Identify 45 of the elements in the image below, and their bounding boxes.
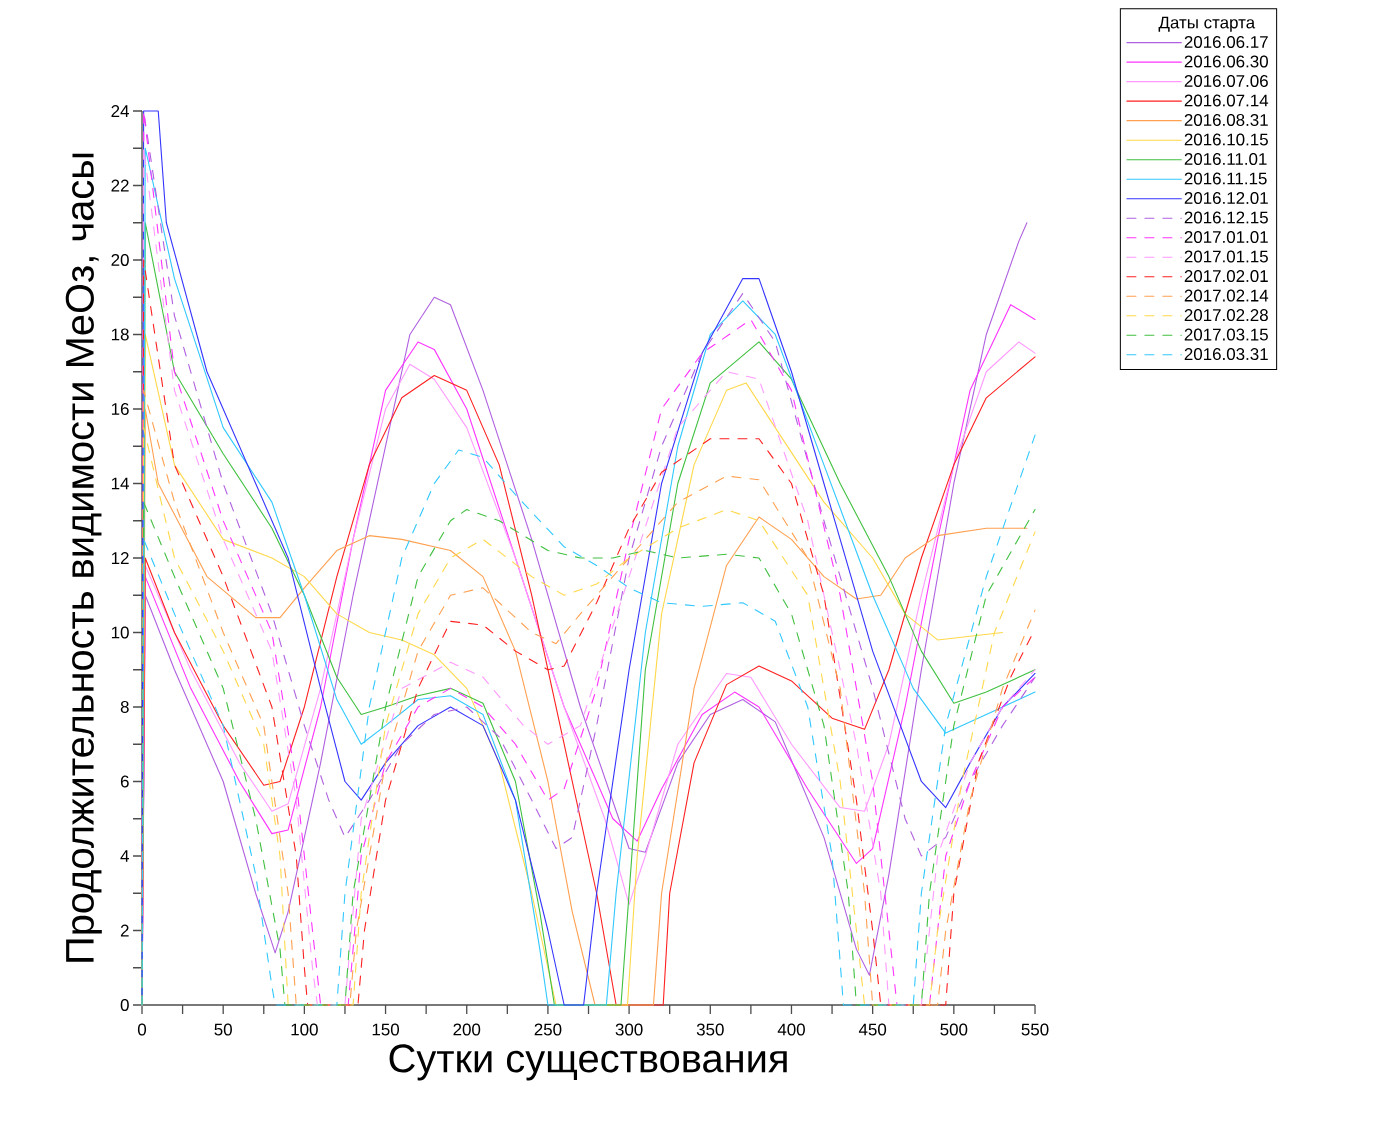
y-tick-label: 20 [111, 253, 129, 266]
y-tick-label: 14 [111, 477, 129, 490]
y-tick-label: 24 [111, 105, 129, 117]
x-tick-label: 150 [372, 1023, 400, 1036]
y-axis-title: Продолжительность видимости MeOз, часы [65, 153, 102, 962]
x-tick-label: 200 [453, 1023, 481, 1036]
y-tick-label: 16 [111, 402, 129, 415]
x-tick-label: 550 [1021, 1023, 1049, 1036]
legend-label: 2016.08.31 [1184, 114, 1268, 127]
legend-label: 2016.07.14 [1184, 94, 1269, 107]
x-tick-label: 400 [777, 1023, 805, 1036]
x-axis-title: Сутки существования [389, 1044, 787, 1081]
legend-label: 2017.03.15 [1184, 328, 1268, 341]
legend-label: 2017.02.28 [1184, 309, 1268, 322]
legend-label: 2016.03.31 [1184, 348, 1268, 361]
legend-label: 2016.07.06 [1184, 75, 1268, 87]
legend-label: 2017.02.14 [1184, 289, 1269, 302]
y-tick-label: 0 [120, 999, 129, 1011]
x-tick-label: 50 [214, 1023, 232, 1036]
y-tick-label: 10 [111, 626, 129, 639]
legend-label: 2017.01.01 [1184, 231, 1268, 244]
y-tick-label: 12 [111, 552, 129, 564]
legend-title: Даты старта [1158, 16, 1256, 32]
y-tick-label: 6 [120, 775, 129, 788]
x-tick-label: 500 [940, 1023, 968, 1036]
legend-label: 2017.02.01 [1184, 270, 1268, 283]
y-tick-label: 18 [111, 328, 129, 341]
x-tick-label: 450 [858, 1023, 887, 1036]
legend-label: 2017.01.15 [1184, 250, 1268, 263]
legend-label: 2016.11.01 [1184, 153, 1267, 166]
y-tick-label: 2 [120, 924, 129, 937]
legend-label: 2016.11.15 [1184, 172, 1267, 185]
legend-label: 2016.10.15 [1184, 133, 1268, 146]
y-tick-label: 8 [120, 700, 129, 713]
y-tick-label: 4 [120, 850, 129, 862]
x-tick-label: 300 [615, 1023, 643, 1036]
x-tick-label: 0 [137, 1023, 147, 1036]
x-tick-label: 100 [291, 1023, 318, 1036]
x-tick-label: 250 [534, 1023, 562, 1036]
legend-label: 2016.12.01 [1184, 192, 1268, 205]
x-tick-label: 350 [696, 1023, 724, 1036]
legend-label: 2016.06.30 [1184, 55, 1268, 68]
legend-label: 2016.12.15 [1184, 211, 1268, 224]
y-tick-label: 22 [111, 179, 129, 192]
legend-label: 2016.06.17 [1184, 35, 1268, 48]
